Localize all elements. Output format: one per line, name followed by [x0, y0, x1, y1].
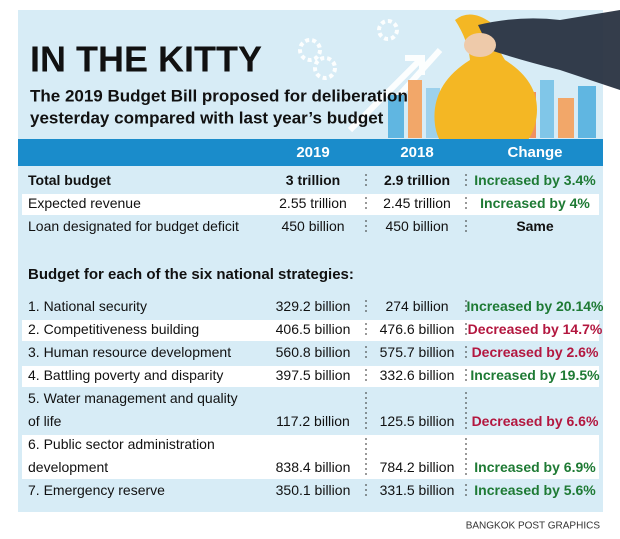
header-bar [18, 139, 603, 166]
row-label: Loan designated for budget deficit [28, 218, 239, 234]
change: Decreased by 2.6% [472, 344, 599, 360]
column-header: 2019 [296, 144, 329, 161]
change: Increased by 19.5% [470, 367, 600, 383]
row-label: 5. Water management and quality [28, 390, 238, 406]
row-band [22, 366, 599, 387]
title: IN THE KITTY [30, 39, 262, 80]
illustration [298, 10, 620, 161]
value-2018: 476.6 billion [380, 321, 455, 337]
value-2019: 406.5 billion [276, 321, 351, 337]
value-2019: 329.2 billion [276, 298, 351, 314]
value-2019: 397.5 billion [276, 367, 351, 383]
row-label: 1. National security [28, 298, 147, 314]
value-2019: 2.55 trillion [279, 195, 347, 211]
value-2018: 784.2 billion [380, 459, 455, 475]
change: Decreased by 14.7% [468, 321, 603, 337]
value-2018: 2.9 trillion [384, 172, 450, 188]
change: Same [516, 218, 554, 234]
value-2019: 350.1 billion [276, 482, 351, 498]
row-label: 3. Human resource development [28, 344, 231, 360]
row-label: development [28, 459, 108, 475]
row-band [22, 320, 599, 341]
value-2018: 331.5 billion [380, 482, 455, 498]
value-2019: 560.8 billion [276, 344, 351, 360]
value-2019: 838.4 billion [276, 459, 351, 475]
value-2018: 332.6 billion [380, 367, 455, 383]
row-band [22, 194, 599, 215]
row-band [22, 435, 599, 479]
table-body: Total budget 3 trillion 2.9 trillion Increa… [22, 172, 604, 499]
change: Increased by 20.14% [467, 298, 605, 314]
section-heading: Budget for each of the six national stra… [28, 266, 354, 283]
change: Increased by 5.6% [474, 482, 596, 498]
credit: BANGKOK POST GRAPHICS [466, 521, 601, 532]
value-2019: 450 billion [281, 218, 344, 234]
change: Increased by 4% [480, 195, 590, 211]
change: Decreased by 6.6% [472, 413, 599, 429]
value-2018: 450 billion [385, 218, 448, 234]
value-2018: 125.5 billion [380, 413, 455, 429]
value-2019: 3 trillion [286, 172, 340, 188]
row-label: 2. Competitiveness building [28, 321, 199, 337]
row-label: Expected revenue [28, 195, 141, 211]
value-2018: 274 billion [385, 298, 448, 314]
value-2018: 2.45 trillion [383, 195, 451, 211]
change: Increased by 6.9% [474, 459, 596, 475]
column-header: Change [507, 144, 562, 161]
row-label: of life [28, 413, 62, 429]
row-label: Total budget [28, 172, 111, 188]
row-label: 4. Battling poverty and disparity [28, 367, 223, 383]
change: Increased by 3.4% [474, 172, 596, 188]
column-header: 2018 [400, 144, 433, 161]
value-2018: 575.7 billion [380, 344, 455, 360]
subtitle-line: The 2019 Budget Bill proposed for delibe… [30, 86, 408, 105]
subtitle-line: yesterday compared with last year’s budg… [30, 108, 384, 127]
row-label: 7. Emergency reserve [28, 482, 165, 498]
value-2019: 117.2 billion [276, 413, 350, 429]
row-label: 6. Public sector administration [28, 436, 215, 452]
